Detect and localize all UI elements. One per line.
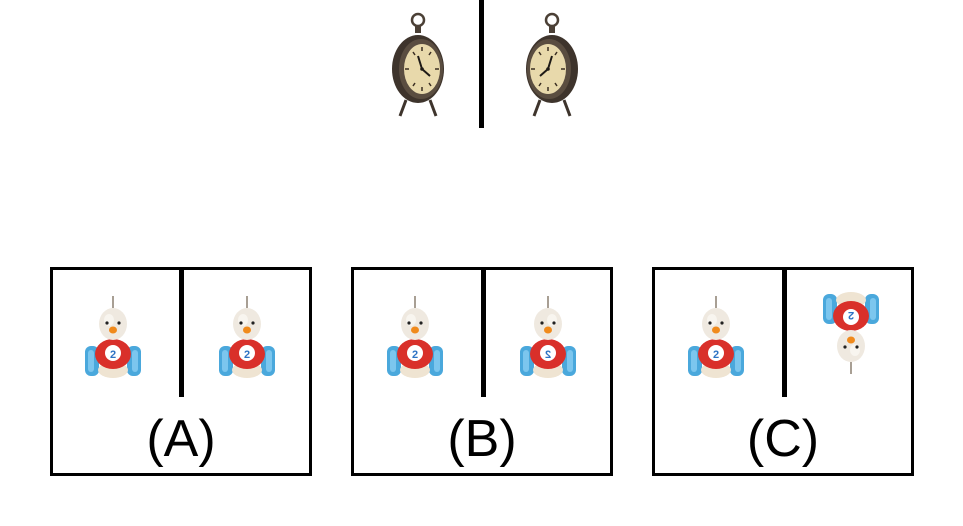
option-b-left-toy-icon <box>385 294 445 384</box>
reference-right-clock-icon <box>522 12 582 122</box>
option-c-label: (C) <box>746 410 820 468</box>
option-c-right-toy-icon <box>821 286 881 376</box>
reference-divider <box>479 0 484 128</box>
option-b-label: (B) <box>447 410 517 468</box>
option-c-left-toy-icon <box>686 294 746 384</box>
reference-left-clock-icon <box>388 12 448 122</box>
option-b-right-toy-icon <box>518 294 578 384</box>
option-b-panel[interactable]: (B) <box>351 267 613 476</box>
option-a-divider <box>179 270 184 397</box>
option-a-right-toy-icon <box>217 294 277 384</box>
option-c-panel[interactable]: (C) <box>652 267 914 476</box>
option-a-left-toy-icon <box>83 294 143 384</box>
option-b-divider <box>481 270 486 397</box>
option-a-label: (A) <box>146 410 216 468</box>
option-a-panel[interactable]: (A) <box>50 267 312 476</box>
reference-pair <box>380 0 585 130</box>
option-c-divider <box>782 270 787 397</box>
